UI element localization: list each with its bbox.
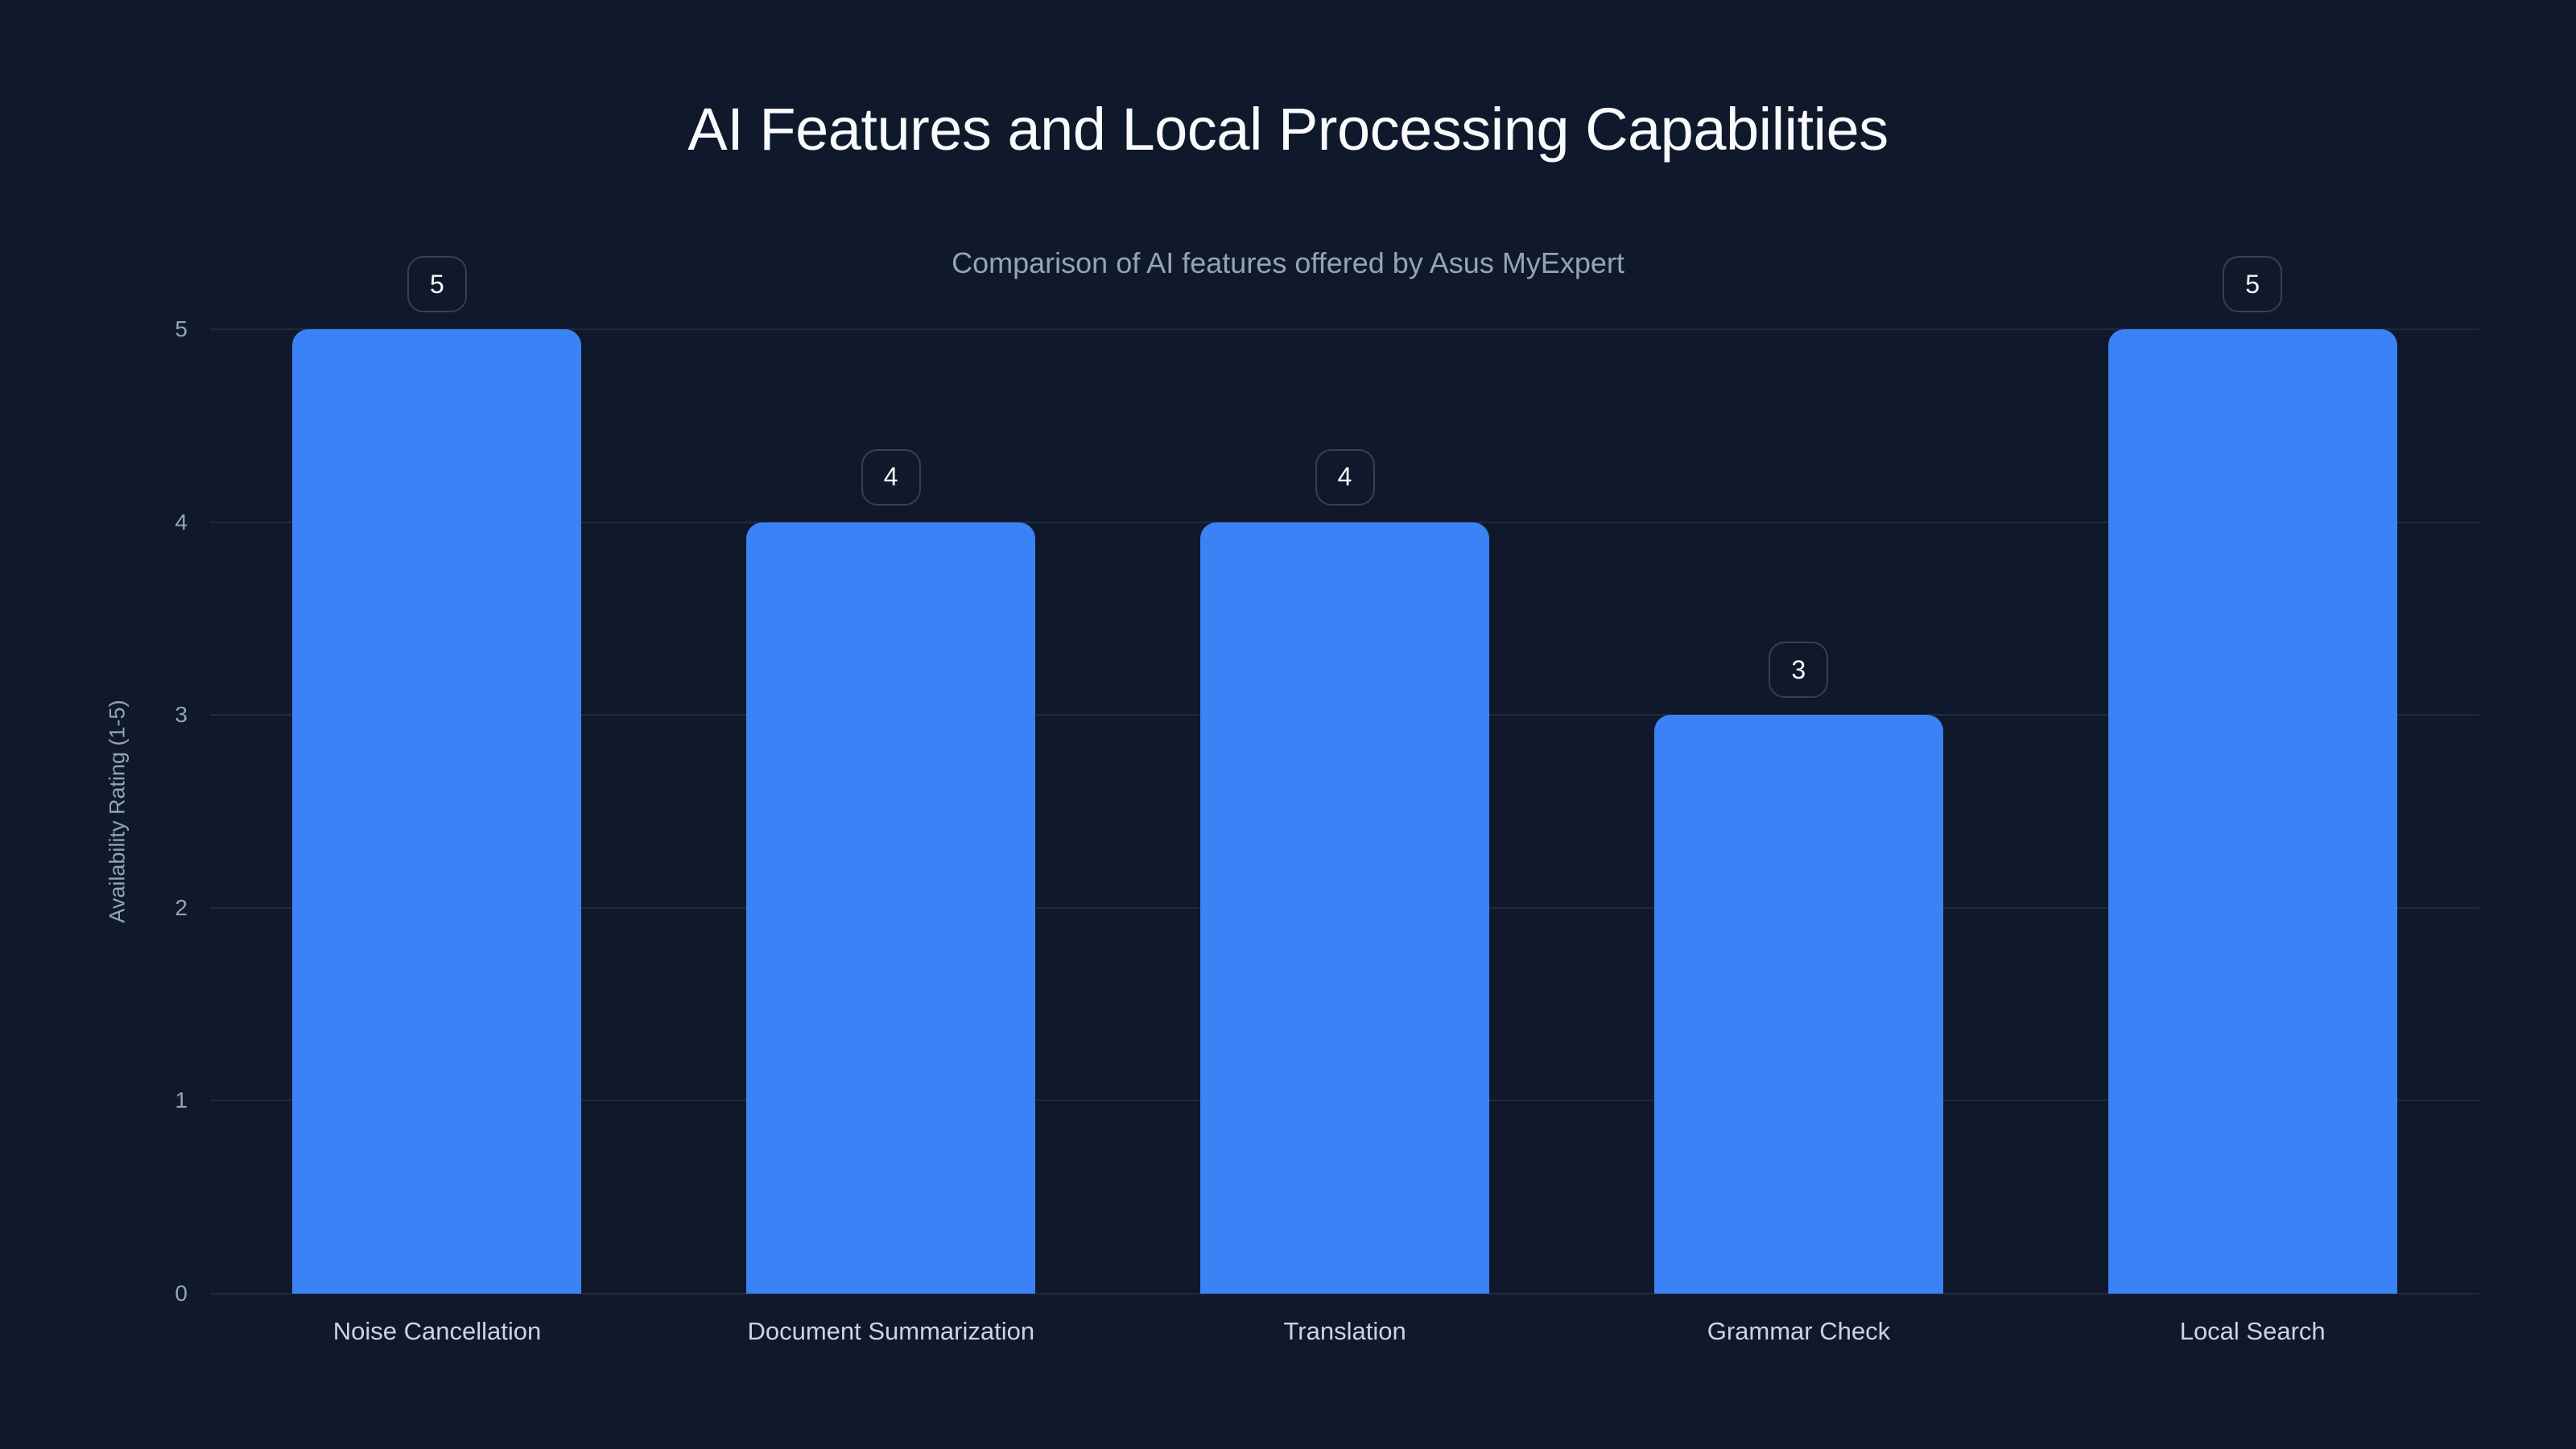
bar-value-label: 5 [2223,256,2283,312]
chart-title: AI Features and Local Processing Capabil… [687,96,1889,163]
bar-value-label: 4 [861,448,921,506]
x-tick-label: Translation [1283,1317,1406,1345]
gridline [210,521,2479,523]
y-tick-label: 4 [175,509,188,535]
x-tick-label: Grammar Check [1707,1317,1891,1345]
bar[interactable] [292,329,582,1294]
bar-value-label: 3 [1769,642,1829,699]
x-tick-label: Local Search [2179,1317,2326,1345]
y-tick-label: 2 [175,894,188,920]
bar-value-label: 5 [407,256,467,312]
gridline [210,1293,2479,1294]
x-tick-label: Noise Cancellation [332,1317,542,1345]
x-tick-label: Document Summarization [747,1317,1035,1345]
y-tick-label: 3 [175,702,188,728]
y-tick-label: 1 [175,1088,188,1113]
gridline [210,328,2479,330]
plot-area: 0 1 2 3 4 5 5 4 4 3 5 [175,256,2479,1306]
bar[interactable] [1200,522,1489,1294]
y-tick-label: 0 [175,1281,188,1306]
y-tick-label: 5 [175,316,188,341]
y-axis-title: Availability Rating (1-5) [105,700,130,923]
bar[interactable] [746,522,1036,1294]
chart-subtitle: Comparison of AI features offered by Asu… [952,246,1624,279]
bar[interactable] [1653,715,1943,1294]
bar-value-label: 4 [1315,448,1375,506]
bar[interactable] [2107,329,2397,1294]
